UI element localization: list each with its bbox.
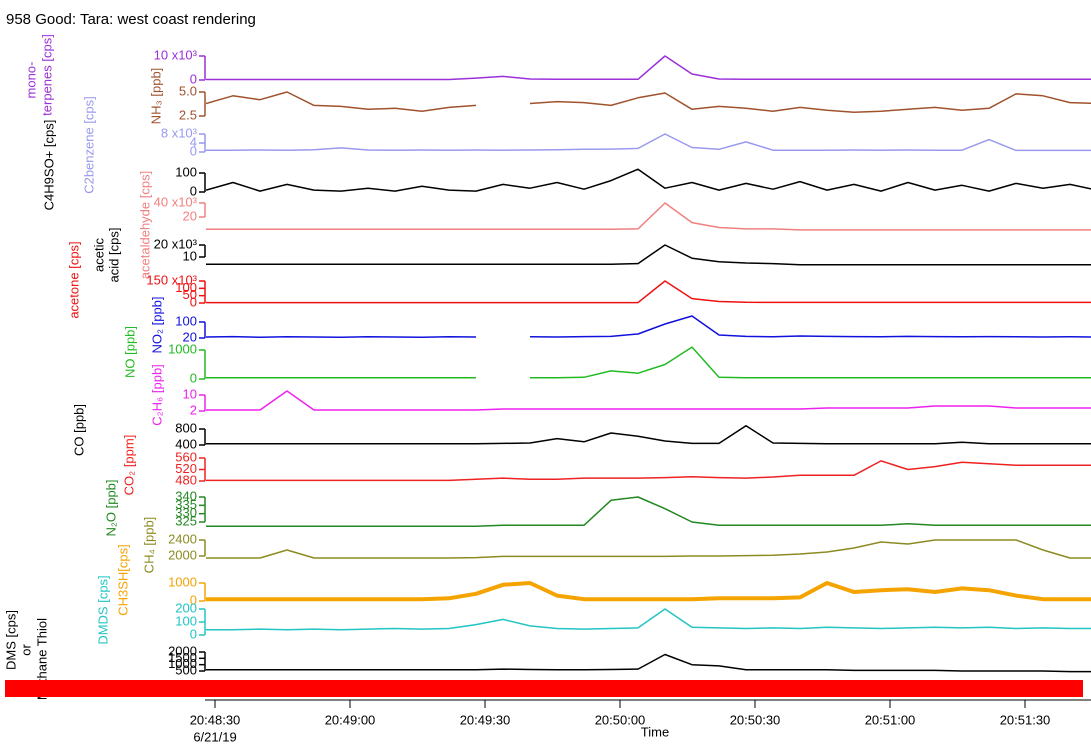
series-line (206, 460, 1091, 482)
series-line (206, 168, 1091, 192)
y-axis-label: CO [ppb] (71, 404, 86, 456)
y-tick-label: 20 (183, 208, 197, 223)
series-line (206, 133, 1091, 152)
x-tick-label: 20:48:30 (190, 712, 241, 727)
panels: 0 10 x10³ mono-terpenes [cps] 2.5 5.0 NH₃ [pp… (3, 34, 1091, 700)
series-line (206, 202, 1091, 231)
y-tick-label: 150 x10³ (146, 272, 197, 287)
y-tick-label: 0 (190, 183, 197, 198)
y-tick-label: 500 (175, 662, 197, 677)
y-axis-label: or (18, 644, 33, 656)
y-tick-label: 0 (190, 143, 197, 158)
y-axis-label: C4H9SO+ [cps] (41, 120, 56, 211)
x-tick-label: 20:51:00 (865, 712, 916, 727)
y-axis-label: CO₂ [ppm] (121, 435, 136, 496)
y-tick-label: 0 (190, 294, 197, 309)
y-tick-label: 0 (190, 626, 197, 641)
series-line (206, 315, 1091, 338)
series-line (206, 653, 1091, 673)
y-axis-label: NO [ppb] (122, 326, 137, 378)
series-line (206, 539, 1091, 559)
y-tick-label: 20 x10³ (154, 236, 198, 251)
series-line (206, 91, 1091, 113)
series-line (206, 496, 1091, 527)
y-tick-label: 520 (175, 461, 197, 476)
y-tick-label: 2400 (168, 531, 197, 546)
y-tick-label: 10 x10³ (154, 47, 198, 62)
y-tick-label: 2000 (168, 547, 197, 562)
y-tick-label: 335 (175, 497, 197, 512)
y-axis-label: acetic (91, 238, 106, 272)
x-tick-label: 20:49:00 (325, 712, 376, 727)
y-tick-label: 40 x10³ (154, 194, 198, 209)
y-tick-label: 2.5 (179, 107, 197, 122)
y-axis-label: NH₃ [ppb] (148, 68, 163, 125)
series-line (206, 55, 1091, 81)
y-tick-label: 0 (190, 592, 197, 607)
y-axis-label: terpenes [cps] (39, 34, 54, 116)
y-tick-label: 5.0 (179, 83, 197, 98)
y-tick-label: 340 (175, 488, 197, 503)
y-axis-label: acid [cps] (106, 228, 121, 283)
y-tick-label: 200 (175, 600, 197, 615)
red-bar (5, 680, 1083, 697)
y-axis-label: CH₄ [ppb] (141, 517, 156, 574)
x-date-label: 6/21/19 (193, 729, 236, 744)
y-tick-label: 480 (175, 472, 197, 487)
y-tick-label: 1000 (168, 574, 197, 589)
x-tick-label: 20:49:30 (460, 712, 511, 727)
y-tick-label: 20 (183, 329, 197, 344)
y-tick-label: 8 x10³ (161, 125, 198, 140)
y-tick-label: 325 (175, 513, 197, 528)
y-tick-label: 1500 (168, 650, 197, 665)
y-axis-label: DMS [cps] (3, 610, 18, 670)
series-line (206, 280, 1091, 304)
y-axis-label: N₂O [ppb] (103, 479, 118, 536)
y-tick-label: 1000 (168, 341, 197, 356)
x-tick-label: 20:50:30 (730, 712, 781, 727)
y-tick-label: 0 (190, 71, 197, 86)
y-axis-label: DMDS [cps] (95, 575, 110, 644)
y-axis-label: acetone [cps] (66, 241, 81, 318)
y-axis-label: acetaldehyde [cps] (137, 171, 152, 279)
y-tick-label: 50 (183, 287, 197, 302)
y-tick-label: 10 (183, 248, 197, 263)
y-axis-label: NO₂ [ppb] (149, 296, 164, 353)
x-tick-label: 20:50:00 (595, 712, 646, 727)
y-tick-label: 560 (175, 449, 197, 464)
y-axis-label: C2benzene [cps] (81, 96, 96, 194)
series-line (206, 390, 1091, 411)
y-tick-label: 1000 (168, 656, 197, 671)
series-line (206, 346, 1091, 379)
y-tick-label: 100 (175, 280, 197, 295)
y-tick-label: 100 (175, 613, 197, 628)
y-tick-label: 330 (175, 505, 197, 520)
y-tick-label: 2000 (168, 643, 197, 658)
y-axis-label: mono- (23, 62, 38, 99)
y-tick-label: 2 (190, 402, 197, 417)
x-axis-label: Time (641, 724, 669, 739)
y-axis-label: C₂H₆ [ppb] (149, 364, 164, 426)
x-tick-label: 20:51:30 (1000, 712, 1051, 727)
y-tick-label: 10 (183, 386, 197, 401)
y-axis-label: Methane Thiol (34, 618, 49, 700)
y-tick-label: 100 (175, 313, 197, 328)
y-tick-label: 400 (175, 436, 197, 451)
y-tick-label: 0 (190, 370, 197, 385)
y-tick-label: 800 (175, 420, 197, 435)
y-tick-label: 100 (175, 164, 197, 179)
chart-title: 958 Good: Tara: west coast rendering (6, 11, 256, 28)
y-axis-label: CH3SH[cps] (115, 544, 130, 616)
series-line (206, 608, 1091, 631)
series-line (206, 581, 1091, 602)
series-line (206, 425, 1091, 445)
y-tick-label: 4 (190, 134, 197, 149)
series-line (206, 244, 1091, 266)
